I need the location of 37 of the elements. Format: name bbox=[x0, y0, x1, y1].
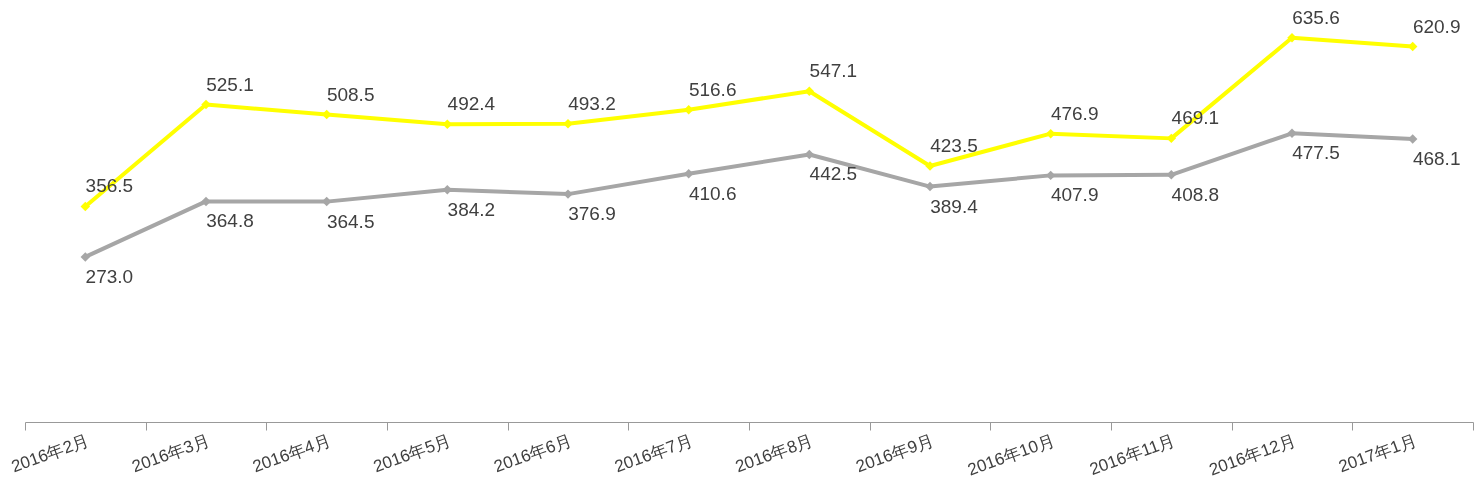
data-label: 493.2 bbox=[568, 92, 616, 114]
data-label: 407.9 bbox=[1050, 184, 1099, 206]
x-tick-label: 2016年4月 bbox=[250, 430, 333, 477]
x-tick-label: 2016年6月 bbox=[491, 430, 575, 477]
data-label: 620.9 bbox=[1412, 15, 1461, 37]
data-label: 376.9 bbox=[568, 203, 616, 225]
x-tick-label: 2016年7月 bbox=[612, 430, 695, 477]
x-tick-label: 2016年11月 bbox=[1087, 430, 1178, 480]
data-label: 635.6 bbox=[1292, 6, 1340, 28]
data-label: 516.6 bbox=[688, 78, 737, 100]
x-tick-label: 2016年10月 bbox=[965, 430, 1057, 480]
data-label: 389.4 bbox=[930, 195, 979, 217]
data-label: 364.8 bbox=[206, 210, 254, 232]
data-label: 273.0 bbox=[85, 265, 134, 287]
data-label: 423.5 bbox=[930, 134, 978, 156]
data-label: 508.5 bbox=[326, 83, 375, 105]
data-label: 476.9 bbox=[1050, 102, 1099, 124]
data-label: 442.5 bbox=[809, 163, 858, 185]
data-label: 408.8 bbox=[1171, 183, 1220, 205]
x-tick-label: 2016年9月 bbox=[853, 430, 937, 477]
point bbox=[80, 252, 91, 262]
data-label: 364.5 bbox=[326, 210, 375, 232]
data-label: 410.6 bbox=[688, 182, 737, 204]
x-tick-label: 2016年12月 bbox=[1206, 430, 1299, 480]
data-label: 547.1 bbox=[809, 60, 858, 82]
x-tick-label: 2016年8月 bbox=[732, 430, 816, 477]
x-tick-label: 2016年2月 bbox=[8, 430, 92, 477]
x-tick-label: 2016年3月 bbox=[129, 430, 213, 477]
data-label: 384.2 bbox=[447, 198, 496, 220]
x-tick-label: 2017年1月 bbox=[1336, 430, 1419, 477]
data-label: 492.4 bbox=[447, 93, 496, 115]
data-label: 477.5 bbox=[1292, 142, 1340, 164]
point bbox=[80, 201, 91, 212]
data-label: 525.1 bbox=[206, 73, 254, 95]
x-tick-label: 2016年5月 bbox=[370, 430, 454, 477]
point bbox=[201, 99, 211, 110]
data-label: 468.1 bbox=[1412, 147, 1461, 169]
